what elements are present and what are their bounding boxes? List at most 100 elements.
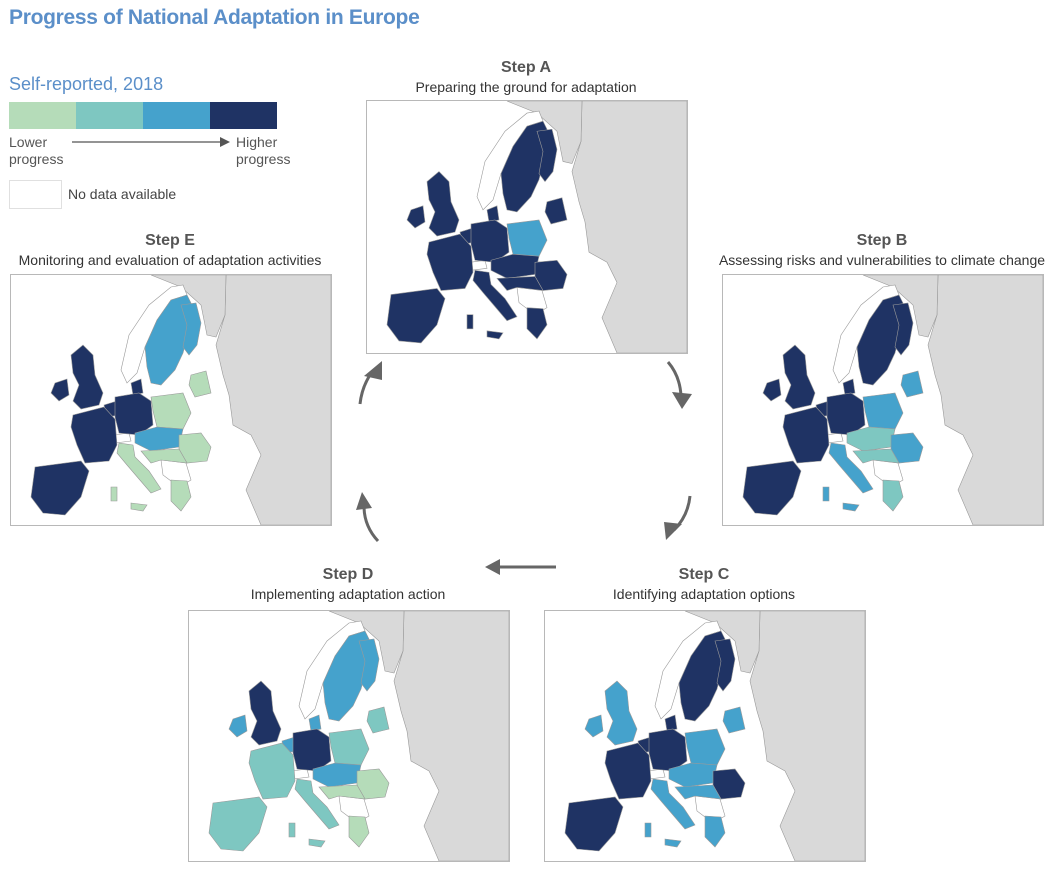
arrowhead-c-to-d-icon (485, 559, 500, 575)
region-france (426, 233, 474, 291)
region-nordic2 (358, 638, 380, 692)
map-step-e (10, 274, 332, 526)
region-greece (170, 479, 192, 512)
arrowhead-d-to-e-icon (356, 492, 372, 510)
region-nonEU-east (571, 101, 687, 353)
step-c-description: Identifying adaptation options (612, 586, 796, 602)
region-italy (116, 442, 162, 494)
legend-no-data-label: No data available (68, 186, 177, 202)
arrow-a-to-b-icon (666, 361, 683, 397)
region-balkans (140, 448, 188, 464)
region-islands (822, 486, 860, 512)
region-iberia (386, 288, 446, 344)
region-baltics (188, 370, 212, 398)
legend-swatch-3 (143, 102, 210, 129)
region-nonEU-east (927, 275, 1043, 525)
region-baltics (900, 370, 924, 398)
region-denmark (842, 378, 856, 396)
region-italy (828, 442, 874, 494)
legend-swatch-4 (210, 102, 277, 129)
region-nordic2 (714, 638, 736, 692)
region-baltics (544, 197, 568, 225)
step-d-label: Step D (322, 566, 374, 583)
region-nonEU-east (215, 275, 331, 525)
region-france (782, 406, 830, 464)
region-nordic2 (892, 302, 914, 356)
region-italy (472, 270, 518, 322)
region-iberia (30, 460, 90, 516)
legend-color-scale (9, 102, 277, 129)
region-france (70, 406, 118, 464)
region-islands (644, 822, 682, 848)
region-iberia (208, 796, 268, 852)
region-uk (70, 344, 104, 410)
step-d-description: Implementing adaptation action (250, 586, 446, 602)
region-ireland (228, 714, 248, 738)
step-e-description: Monitoring and evaluation of adaptation … (18, 252, 322, 268)
region-iberia (742, 460, 802, 516)
step-c-label: Step C (678, 566, 730, 583)
region-islands (110, 486, 148, 512)
region-denmark (130, 378, 144, 396)
map-step-c (544, 610, 866, 862)
region-balkans (318, 784, 366, 800)
arrowhead-a-to-b-icon (672, 392, 692, 409)
legend-swatch-2 (76, 102, 143, 129)
region-uk (782, 344, 816, 410)
region-denmark (486, 205, 500, 223)
legend-higher-label: Higher progress (236, 134, 291, 167)
step-d-header: Step D Implementing adaptation action (188, 565, 508, 603)
region-greece (882, 479, 904, 512)
region-nordic2 (536, 128, 558, 183)
region-greece (704, 815, 726, 848)
region-ireland (406, 205, 426, 229)
legend-swatch-1 (9, 102, 76, 129)
step-b-description: Assessing risks and vulnerabilities to c… (718, 252, 1046, 268)
map-step-d (188, 610, 510, 862)
region-islands (288, 822, 326, 848)
step-e-label: Step E (145, 232, 195, 249)
region-italy (294, 778, 340, 830)
legend-no-data-swatch (9, 180, 62, 209)
region-baltics (366, 706, 390, 734)
region-france (248, 742, 296, 800)
region-uk (248, 680, 282, 746)
step-c-header: Step C Identifying adaptation options (544, 565, 864, 603)
region-denmark (308, 714, 322, 732)
step-a-description: Preparing the ground for adaptation (415, 79, 637, 95)
map-step-a (366, 100, 688, 354)
region-greece (348, 815, 370, 848)
region-italy (650, 778, 696, 830)
arrowhead-e-to-a-icon (364, 361, 382, 380)
legend-arrow-icon (72, 137, 230, 147)
region-ireland (50, 378, 70, 402)
region-balkans (674, 784, 722, 800)
map-step-b (722, 274, 1044, 526)
arrowhead-b-to-c-icon (664, 522, 682, 540)
region-france (604, 742, 652, 800)
step-a-header: Step A Preparing the ground for adaptati… (366, 58, 686, 96)
region-baltics (722, 706, 746, 734)
region-ireland (584, 714, 604, 738)
region-uk (604, 680, 638, 746)
region-uk (426, 171, 460, 237)
legend-lower-label: Lower progress (9, 134, 64, 167)
step-a-label: Step A (500, 59, 552, 76)
region-islands (466, 314, 504, 340)
step-b-header: Step B Assessing risks and vulnerabiliti… (715, 231, 1049, 269)
region-ireland (762, 378, 782, 402)
page-title: Progress of National Adaptation in Europ… (9, 6, 420, 29)
region-denmark (664, 714, 678, 732)
region-greece (526, 307, 548, 340)
region-iberia (564, 796, 624, 852)
region-nonEU-east (393, 611, 509, 861)
region-nonEU-east (749, 611, 865, 861)
region-balkans (496, 276, 544, 291)
arrow-d-to-e-icon (362, 505, 380, 543)
step-b-label: Step B (856, 232, 908, 249)
region-nordic2 (180, 302, 202, 356)
step-e-header: Step E Monitoring and evaluation of adap… (10, 231, 330, 269)
legend-title: Self-reported, 2018 (9, 74, 164, 94)
region-balkans (852, 448, 900, 464)
